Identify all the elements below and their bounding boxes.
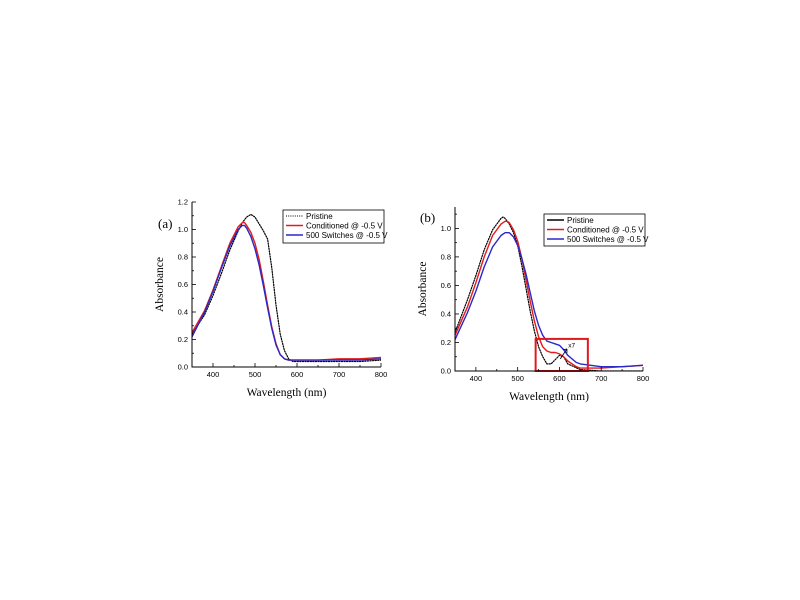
x-tick-label: 600 — [553, 374, 566, 383]
legend-entry-label: Pristine — [567, 216, 594, 225]
x-axis-title: Wavelength (nm) — [247, 387, 327, 399]
chart-panel-b: x7 400 500 600 700 800 0.0 0.2 0.4 0.6 0.8 1.0 Wavel… — [417, 207, 649, 403]
legend-entry-label: Conditioned @ -0.5 V — [567, 225, 644, 234]
y-tick-label: 1.0 — [178, 225, 188, 234]
x-tick-label: 800 — [637, 374, 650, 383]
y-tick-label: 1.2 — [178, 198, 188, 207]
chart-panel-a: 400 500 600 700 800 0.0 0.2 0.4 0.6 0.8 1.0 1.2 Wave… — [154, 198, 388, 399]
legend-entry-label: Conditioned @ -0.5 V — [306, 221, 383, 230]
y-tick-label: 0.6 — [178, 280, 188, 289]
y-tick-label: 0.4 — [441, 310, 451, 319]
annotation-arrow-label: x7 — [568, 342, 575, 349]
y-tick-label: 0.8 — [441, 253, 451, 262]
x-tick-label: 700 — [595, 374, 608, 383]
y-axis-title: Absorbance — [154, 257, 166, 312]
y-tick-label: 0.8 — [178, 253, 188, 262]
x-axis-title: Wavelength (nm) — [509, 391, 589, 403]
legend-entry-label: Pristine — [306, 212, 333, 221]
x-tick-label: 400 — [207, 370, 220, 379]
x-tick-label: 500 — [511, 374, 524, 383]
x-tick-label: 700 — [333, 370, 346, 379]
x-tick-label: 800 — [375, 370, 388, 379]
series-line-1 — [455, 220, 643, 369]
y-tick-label: 0.2 — [178, 335, 188, 344]
series-line-2 — [192, 224, 381, 361]
x-tick-label: 500 — [249, 370, 262, 379]
y-tick-label: 0.6 — [441, 281, 451, 290]
x-tick-label: 400 — [470, 374, 483, 383]
y-tick-label: 0.4 — [178, 308, 188, 317]
legend-entry-label: 500 Switches @ -0.5 V — [306, 231, 388, 240]
legend-entry-label: 500 Switches @ -0.5 V — [567, 235, 649, 244]
series-line-0 — [192, 213, 381, 363]
panel-label: (a) — [158, 216, 172, 231]
y-tick-label: 0.0 — [441, 367, 451, 376]
panel-label: (b) — [420, 210, 435, 225]
series-line-0 — [455, 216, 643, 371]
annotation-arrow — [559, 348, 568, 360]
x-tick-label: 600 — [291, 370, 304, 379]
y-tick-label: 0.0 — [178, 363, 188, 372]
series-line-2 — [455, 232, 643, 368]
y-axis-title: Absorbance — [417, 262, 429, 317]
y-tick-label: 0.2 — [441, 338, 451, 347]
y-tick-label: 1.0 — [441, 224, 451, 233]
